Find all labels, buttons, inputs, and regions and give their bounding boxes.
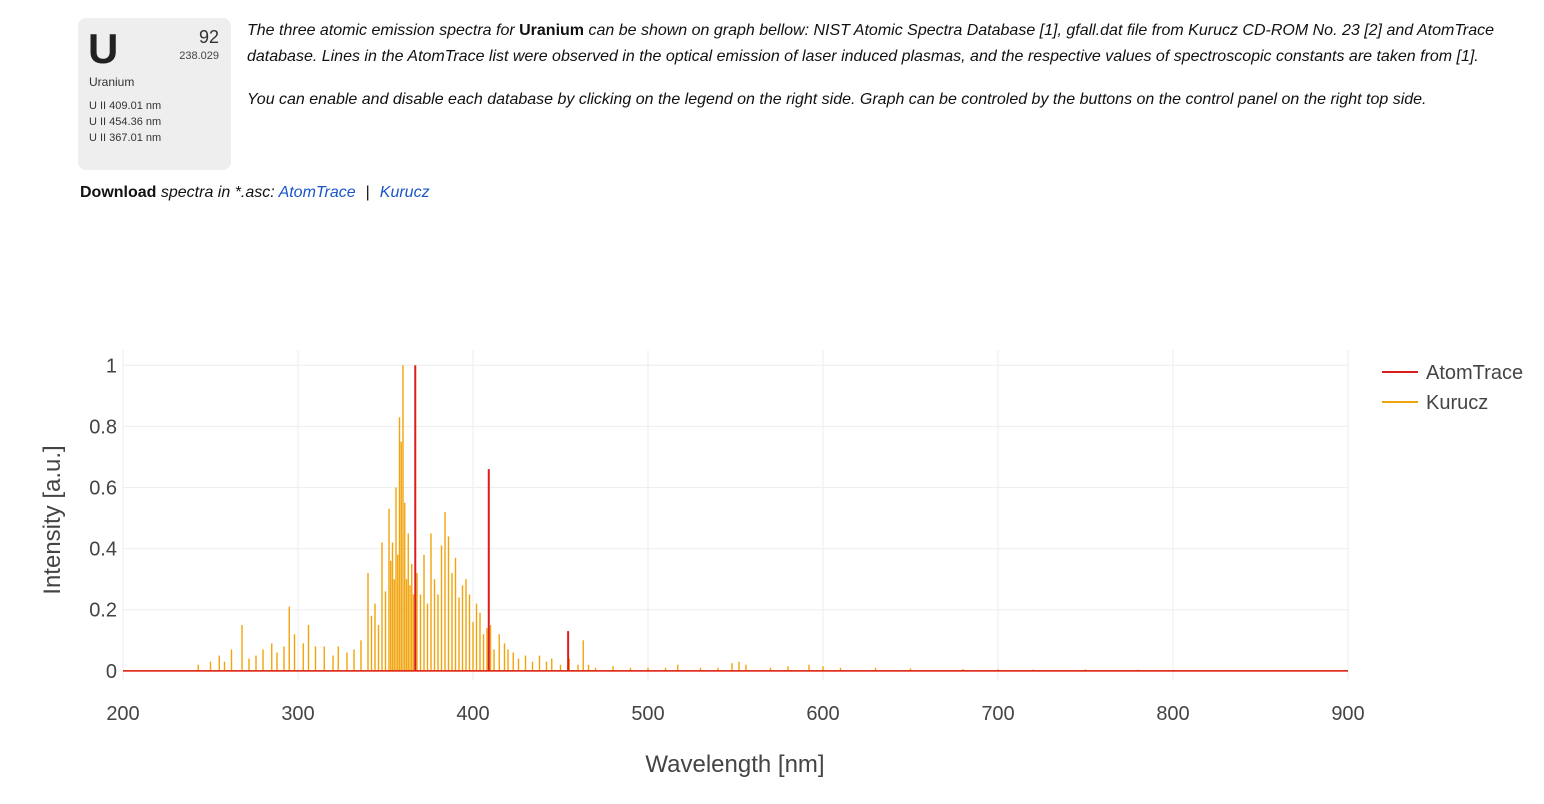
- element-symbol: U: [88, 25, 119, 72]
- x-tick-label: 900: [1331, 703, 1364, 725]
- y-tick-labels: 0 0.2 0.4 0.6 0.8 1: [89, 355, 117, 683]
- download-title: Download: [80, 184, 157, 201]
- y-tick-label: 0.6: [89, 478, 117, 500]
- element-name-bold: Uranium: [519, 22, 585, 39]
- atomic-mass: 238.029: [179, 50, 219, 62]
- x-tick-labels: 200 300 400 500 600 700 800 900: [106, 703, 1364, 725]
- series-kurucz: [123, 365, 1348, 672]
- legend-label: Kurucz: [1426, 392, 1488, 414]
- element-line: U II 409.01 nm: [89, 100, 162, 112]
- x-tick-label: 500: [631, 703, 664, 725]
- download-separator: |: [365, 184, 370, 201]
- description-paragraph-2: You can enable and disable each database…: [247, 91, 1427, 108]
- element-card: U 92 238.029 Uranium U II 409.01 nm U II…: [78, 18, 231, 170]
- y-tick-label: 0.4: [89, 539, 117, 561]
- description-paragraph-1: The three atomic emission spectra for Ur…: [247, 18, 1497, 69]
- x-tick-label: 400: [456, 703, 489, 725]
- download-atomtrace-link[interactable]: AtomTrace: [278, 184, 356, 201]
- series-layer: [123, 365, 1348, 672]
- spectrum-chart: 200 300 400 500 600 700 800 900 00.20.40.60.81 …: [39, 350, 1523, 778]
- legend-item-atomtrace[interactable]: AtomTrace: [1382, 362, 1523, 384]
- x-tick-label: 200: [106, 703, 139, 725]
- download-kurucz-link[interactable]: Kurucz: [379, 184, 430, 201]
- legend-label: AtomTrace: [1426, 362, 1523, 384]
- element-line: U II 367.01 nm: [89, 132, 162, 144]
- y-axis-label: Intensity [a.u.]: [39, 445, 66, 594]
- y-tick-label: 0.2: [89, 600, 117, 622]
- description: The three atomic emission spectra for Ur…: [247, 18, 1497, 113]
- x-tick-label: 300: [281, 703, 314, 725]
- legend-item-kurucz[interactable]: Kurucz: [1382, 392, 1488, 414]
- series-atomtrace: [123, 365, 1348, 672]
- x-axis-label: Wavelength [nm]: [645, 751, 824, 778]
- element-lines: U II 409.01 nm U II 454.36 nm U II 367.0…: [89, 98, 161, 146]
- x-tick-label: 800: [1156, 703, 1189, 725]
- y-tick-label: 1: [106, 355, 117, 377]
- element-name: Uranium: [89, 75, 135, 89]
- download-text: spectra in *.asc:: [156, 184, 279, 201]
- legend[interactable]: AtomTrace Kurucz: [1382, 362, 1523, 414]
- description-text: can be shown on graph bellow: NIST Atomi…: [247, 22, 1495, 65]
- description-text: The three atomic emission spectra for: [247, 22, 520, 39]
- grid: [122, 350, 1349, 680]
- x-tick-label: 600: [806, 703, 839, 725]
- element-line: U II 454.36 nm: [89, 116, 162, 128]
- download-row: Download spectra in *.asc: AtomTrace | Kur…: [80, 184, 430, 202]
- x-tick-label: 700: [981, 703, 1014, 725]
- y-tick-label: 0: [106, 661, 117, 683]
- y-tick-label: 0.8: [89, 416, 117, 438]
- atomic-number: 92: [198, 27, 219, 47]
